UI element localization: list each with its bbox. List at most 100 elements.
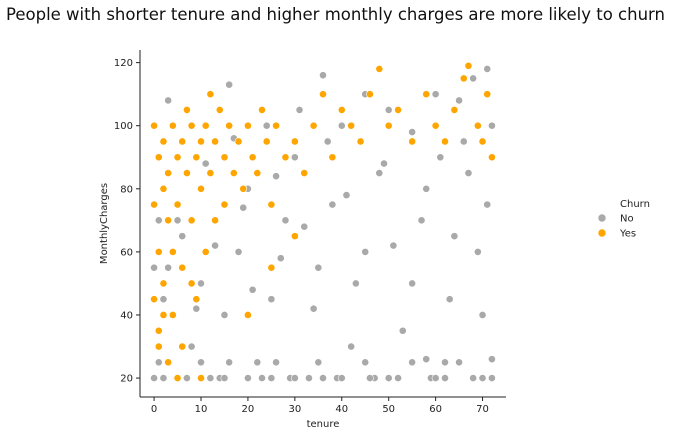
legend-label-yes: Yes bbox=[619, 229, 636, 240]
data-point-yes bbox=[244, 311, 252, 319]
data-point-yes bbox=[239, 184, 248, 193]
data-point-yes bbox=[215, 106, 224, 114]
data-point-yes bbox=[483, 90, 492, 99]
data-point-yes bbox=[187, 121, 196, 130]
data-point-yes bbox=[229, 169, 238, 177]
data-point-no bbox=[408, 128, 417, 136]
data-point-yes bbox=[201, 247, 210, 256]
data-point-no bbox=[305, 374, 313, 382]
data-point-yes bbox=[159, 184, 168, 193]
data-point-no bbox=[211, 241, 219, 250]
data-point-yes bbox=[201, 121, 210, 130]
data-point-no bbox=[295, 106, 304, 114]
data-point-no bbox=[469, 374, 478, 382]
data-point-no bbox=[272, 172, 280, 181]
data-point-yes bbox=[267, 263, 276, 272]
data-point-no bbox=[459, 137, 468, 146]
data-point-no bbox=[276, 254, 285, 263]
data-point-yes bbox=[183, 169, 191, 177]
y-axis-label: MonthlyCharges bbox=[99, 183, 110, 264]
data-point-yes bbox=[253, 169, 262, 177]
data-point-yes bbox=[375, 65, 384, 73]
data-point-yes bbox=[366, 90, 374, 99]
data-point-no bbox=[159, 295, 168, 304]
data-point-no bbox=[323, 137, 332, 146]
data-point-no bbox=[488, 374, 496, 382]
data-point-yes bbox=[150, 121, 158, 130]
data-point-no bbox=[309, 304, 318, 313]
data-point-no bbox=[154, 358, 163, 367]
data-point-yes bbox=[337, 106, 346, 114]
data-point-yes bbox=[422, 90, 431, 99]
data-point-no bbox=[351, 279, 360, 288]
data-point-no bbox=[225, 80, 234, 89]
data-point-no bbox=[469, 74, 478, 83]
data-point-no bbox=[361, 247, 370, 256]
data-point-yes bbox=[309, 121, 318, 130]
data-point-yes bbox=[258, 106, 266, 114]
data-point-no bbox=[267, 295, 276, 304]
data-point-yes bbox=[464, 61, 473, 70]
x-tick-label: 10 bbox=[195, 404, 208, 415]
data-point-no bbox=[380, 159, 388, 168]
data-point-yes bbox=[290, 232, 299, 241]
data-point-yes bbox=[384, 121, 393, 130]
data-point-no bbox=[300, 222, 309, 231]
data-point-no bbox=[384, 374, 393, 382]
data-point-no bbox=[384, 106, 393, 114]
data-point-yes bbox=[262, 137, 271, 146]
data-point-yes bbox=[173, 200, 182, 209]
data-point-yes bbox=[150, 200, 158, 209]
data-point-yes bbox=[394, 106, 402, 114]
data-point-yes bbox=[154, 153, 163, 162]
data-point-no bbox=[192, 304, 201, 313]
data-point-yes bbox=[281, 153, 290, 162]
y-tick-label: 20 bbox=[120, 374, 133, 385]
data-point-yes bbox=[178, 137, 187, 146]
data-point-yes bbox=[173, 153, 182, 162]
x-tick-label: 60 bbox=[429, 404, 442, 415]
data-point-no bbox=[422, 355, 431, 364]
data-point-yes bbox=[267, 200, 276, 209]
data-point-yes bbox=[441, 137, 449, 146]
data-point-yes bbox=[206, 169, 215, 177]
x-tick-label: 30 bbox=[288, 404, 301, 415]
data-point-no bbox=[408, 279, 417, 288]
data-point-yes bbox=[150, 295, 158, 304]
data-point-no bbox=[314, 358, 323, 367]
data-point-no bbox=[441, 358, 449, 367]
data-point-yes bbox=[319, 90, 327, 99]
y-tick-label: 60 bbox=[120, 247, 133, 258]
data-point-no bbox=[164, 96, 173, 105]
data-point-no bbox=[431, 374, 440, 382]
data-point-no bbox=[206, 374, 215, 382]
y-tick-label: 40 bbox=[120, 310, 133, 321]
data-point-no bbox=[394, 374, 402, 382]
y-tick-label: 80 bbox=[120, 184, 133, 195]
data-point-no bbox=[473, 247, 482, 256]
data-point-yes bbox=[187, 279, 196, 288]
data-point-no bbox=[450, 232, 459, 241]
data-point-yes bbox=[164, 169, 173, 177]
data-point-no bbox=[464, 169, 473, 177]
data-point-no bbox=[342, 191, 351, 200]
data-point-yes bbox=[248, 153, 257, 162]
data-point-no bbox=[197, 279, 205, 288]
data-point-no bbox=[347, 342, 356, 351]
data-point-yes bbox=[168, 247, 177, 256]
data-point-no bbox=[154, 216, 163, 225]
data-point-yes bbox=[328, 153, 337, 162]
data-point-no bbox=[431, 90, 440, 99]
data-point-yes bbox=[347, 121, 356, 130]
legend: Churn No Yes bbox=[597, 199, 650, 240]
data-point-yes bbox=[164, 216, 173, 225]
data-point-no bbox=[244, 374, 252, 382]
data-point-no bbox=[488, 121, 496, 130]
data-point-yes bbox=[178, 342, 187, 351]
y-tick-label: 100 bbox=[114, 121, 133, 132]
data-point-no bbox=[314, 263, 323, 272]
data-point-no bbox=[234, 247, 243, 256]
data-point-no bbox=[375, 169, 384, 177]
data-point-yes bbox=[206, 90, 215, 99]
